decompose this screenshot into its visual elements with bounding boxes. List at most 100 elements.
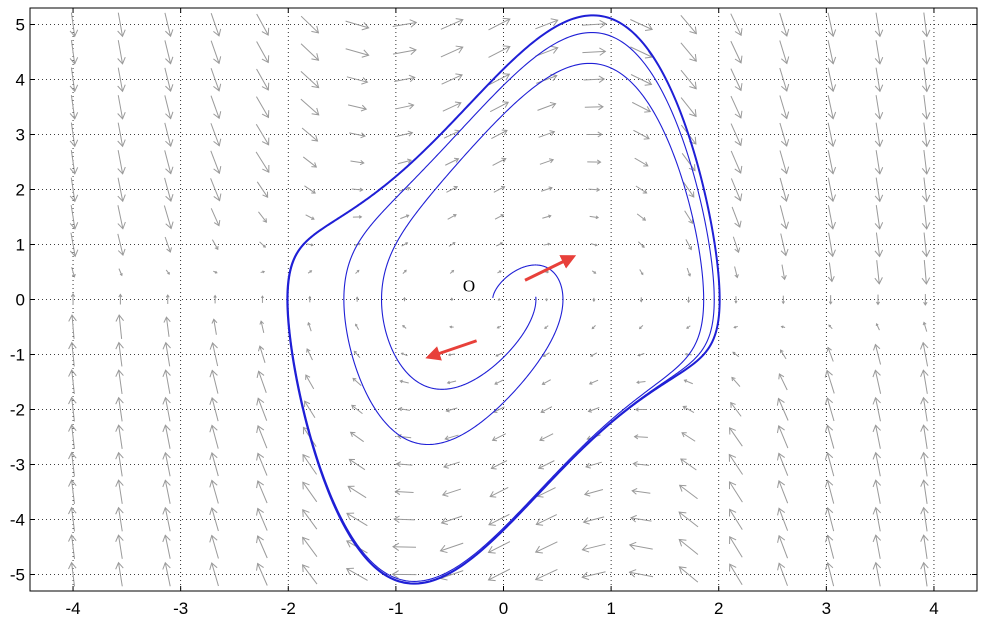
field-arrow [69,122,79,148]
field-arrow [680,458,697,471]
field-arrow [874,40,884,65]
field-arrow [440,515,463,525]
field-arrow [395,461,413,468]
field-arrow [346,512,368,527]
field-arrow [68,451,77,477]
field-arrow [921,232,931,258]
y-tick-label: -3 [10,456,25,475]
field-arrow [115,424,124,449]
x-tick-label: 1 [606,599,615,618]
field-arrow [210,12,222,37]
field-arrow [678,511,699,528]
field-arrow [824,561,835,587]
field-arrow [209,562,219,587]
field-arrow [875,294,880,306]
field-arrow [300,98,320,116]
field-arrow [396,434,412,440]
field-arrow [638,241,645,248]
field-arrow [874,260,883,285]
field-arrow [209,424,219,449]
field-arrow [637,353,645,357]
field-arrow [875,323,880,331]
field-arrow [824,452,835,477]
field-arrow [346,76,369,85]
field-arrow [584,103,604,111]
field-arrow [256,370,267,393]
field-arrow [301,127,319,142]
field-arrow [872,534,882,559]
field-arrow [537,101,557,111]
field-arrow [164,40,174,65]
field-arrow [874,150,884,175]
field-arrow [440,45,464,58]
field-arrow [636,380,646,385]
field-arrow [781,264,787,281]
field-arrow [540,186,553,192]
field-arrow [922,321,928,332]
field-arrow [630,19,654,31]
field-arrow [585,461,602,469]
field-arrow [115,314,125,339]
field-arrow [440,18,464,30]
field-arrow [494,214,505,220]
direction-arrows [425,255,577,361]
field-arrow [581,543,606,553]
field-arrow [826,346,834,362]
x-tick-label: 4 [929,599,938,618]
field-arrow [920,561,929,587]
field-arrow [628,541,653,551]
field-arrow [630,514,652,523]
field-arrow [69,232,79,258]
x-tick-label: -4 [65,599,80,618]
field-arrow [634,407,647,412]
direction-arrow [425,339,478,361]
field-arrow [542,214,552,219]
field-arrow [70,293,76,306]
y-tick-label: 2 [16,181,25,200]
field-arrow [582,516,605,525]
field-arrow [680,69,697,90]
field-arrow [827,40,837,65]
field-arrow [827,232,836,258]
field-arrow [488,513,510,526]
field-arrow [444,434,459,441]
field-arrow [69,95,79,120]
field-arrow [259,320,265,333]
field-arrow [258,211,268,223]
field-arrow [827,67,837,93]
field-arrow [306,243,314,247]
field-arrow [581,571,606,581]
y-tick-label: -2 [10,401,25,420]
field-arrow [402,269,407,275]
field-arrow [872,561,882,587]
field-arrow [256,452,268,476]
field-arrow [920,534,929,559]
field-arrow [302,509,318,530]
field-arrow [352,377,362,387]
field-arrow [165,269,170,275]
field-arrow [117,40,126,65]
field-arrow [396,130,414,137]
field-arrow [213,270,218,274]
field-arrow [874,205,884,230]
field-arrow [118,268,123,277]
field-arrow [256,41,270,64]
field-arrow [495,352,503,357]
field-arrow [304,400,316,419]
field-arrow [352,215,363,219]
field-arrow [591,270,597,274]
field-arrow [776,425,789,449]
field-arrow [115,506,124,532]
y-tick-label: 1 [16,236,25,255]
field-arrow [259,241,267,248]
field-arrow [581,19,607,29]
field-arrow [347,485,367,499]
field-arrow [400,214,410,220]
field-arrow [305,374,315,390]
field-arrow [534,568,558,582]
field-arrow [633,434,648,440]
field-arrow [491,433,507,442]
field-arrow [258,345,266,363]
field-arrow [535,18,559,30]
field-arrow [872,506,882,532]
